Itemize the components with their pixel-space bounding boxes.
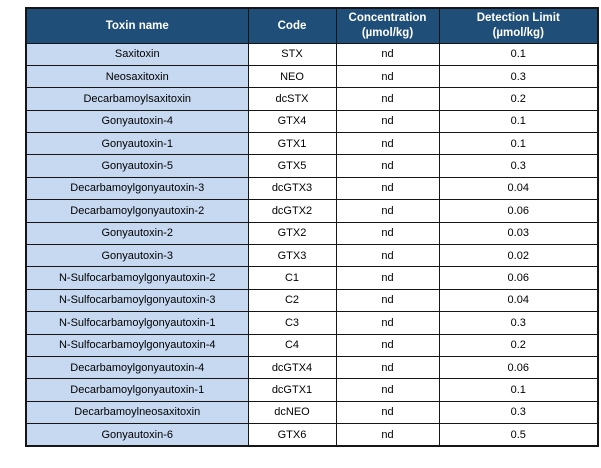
table-row: Gonyautoxin-2 GTX2 nd 0.03	[25, 221, 599, 246]
toxin-name-cell: Decarbamoylneosaxitoxin	[25, 400, 249, 425]
toxin-name-cell: Gonyautoxin-3	[25, 244, 249, 268]
concentration-cell: nd	[335, 244, 440, 268]
detection-limit-cell: 0.3	[438, 311, 599, 335]
detection-limit-cell: 0.03	[438, 221, 599, 246]
detection-limit-cell: 0.04	[438, 176, 599, 201]
toxin-name-cell: N-Sulfocarbamoylgonyautoxin-3	[25, 288, 249, 313]
code-cell: dcSTX	[247, 87, 337, 111]
table-row: Decarbamoylgonyautoxin-2 dcGTX2 nd 0.06	[25, 199, 599, 223]
detection-limit-cell: 0.1	[438, 132, 599, 156]
code-cell: C1	[247, 266, 337, 290]
toxin-name-cell: Gonyautoxin-5	[25, 154, 249, 178]
code-cell: dcNEO	[247, 400, 337, 425]
table-row: Saxitoxin STX nd 0.1	[25, 42, 599, 66]
code-cell: GTX3	[247, 244, 337, 268]
table-row: N-Sulfocarbamoylgonyautoxin-4 C4 nd 0.2	[25, 333, 599, 357]
code-cell: dcGTX3	[247, 176, 337, 201]
toxin-name-cell: Decarbamoylgonyautoxin-4	[25, 355, 249, 380]
concentration-cell: nd	[335, 64, 440, 89]
detection-limit-cell: 0.1	[438, 378, 599, 402]
concentration-cell: nd	[335, 199, 440, 223]
table-row: Decarbamoylsaxitoxin dcSTX nd 0.2	[25, 87, 599, 111]
detection-limit-cell: 0.3	[438, 154, 599, 178]
table-row: Gonyautoxin-5 GTX5 nd 0.3	[25, 154, 599, 178]
toxin-table: Toxin name Code Concentration (µmol/kg) …	[25, 7, 599, 448]
table-row: N-Sulfocarbamoylgonyautoxin-3 C2 nd 0.04	[25, 288, 599, 313]
detection-limit-cell: 0.2	[438, 333, 599, 357]
toxin-name-cell: Decarbamoylgonyautoxin-3	[25, 176, 249, 201]
code-cell: GTX6	[247, 423, 337, 447]
concentration-cell: nd	[335, 355, 440, 380]
concentration-cell: nd	[335, 311, 440, 335]
concentration-cell: nd	[335, 221, 440, 246]
toxin-name-cell: Decarbamoylgonyautoxin-1	[25, 378, 249, 402]
table-row: N-Sulfocarbamoylgonyautoxin-2 C1 nd 0.06	[25, 266, 599, 290]
detection-limit-cell: 0.06	[438, 266, 599, 290]
code-cell: C4	[247, 333, 337, 357]
code-cell: dcGTX4	[247, 355, 337, 380]
detection-limit-cell: 0.1	[438, 42, 599, 66]
table-row: Decarbamoylgonyautoxin-3 dcGTX3 nd 0.04	[25, 176, 599, 201]
toxin-name-cell: N-Sulfocarbamoylgonyautoxin-2	[25, 266, 249, 290]
concentration-cell: nd	[335, 378, 440, 402]
column-header-toxin-name: Toxin name	[25, 7, 249, 44]
toxin-table-header: Toxin name Code Concentration (µmol/kg) …	[25, 7, 599, 44]
detection-limit-cell: 0.5	[438, 423, 599, 447]
toxin-name-cell: N-Sulfocarbamoylgonyautoxin-1	[25, 311, 249, 335]
code-cell: GTX5	[247, 154, 337, 178]
toxin-name-cell: Gonyautoxin-4	[25, 109, 249, 134]
code-cell: GTX1	[247, 132, 337, 156]
table-row: Gonyautoxin-4 GTX4 nd 0.1	[25, 109, 599, 134]
detection-limit-cell: 0.2	[438, 87, 599, 111]
detection-limit-cell: 0.06	[438, 199, 599, 223]
header-row: Toxin name Code Concentration (µmol/kg) …	[25, 7, 599, 44]
concentration-cell: nd	[335, 423, 440, 447]
code-cell: dcGTX1	[247, 378, 337, 402]
concentration-cell: nd	[335, 132, 440, 156]
concentration-cell: nd	[335, 42, 440, 66]
detection-limit-cell: 0.3	[438, 64, 599, 89]
concentration-cell: nd	[335, 87, 440, 111]
table-row: Gonyautoxin-3 GTX3 nd 0.02	[25, 244, 599, 268]
detection-limit-cell: 0.04	[438, 288, 599, 313]
toxin-name-cell: Saxitoxin	[25, 42, 249, 66]
code-cell: C2	[247, 288, 337, 313]
toxin-name-cell: Gonyautoxin-6	[25, 423, 249, 447]
toxin-name-cell: Decarbamoylsaxitoxin	[25, 87, 249, 111]
concentration-cell: nd	[335, 176, 440, 201]
concentration-cell: nd	[335, 154, 440, 178]
toxin-name-cell: Gonyautoxin-1	[25, 132, 249, 156]
code-cell: GTX2	[247, 221, 337, 246]
table-row: Neosaxitoxin NEO nd 0.3	[25, 64, 599, 89]
code-cell: dcGTX2	[247, 199, 337, 223]
code-cell: C3	[247, 311, 337, 335]
table-row: Gonyautoxin-6 GTX6 nd 0.5	[25, 423, 599, 447]
code-cell: GTX4	[247, 109, 337, 134]
column-header-code: Code	[247, 7, 337, 44]
detection-limit-cell: 0.06	[438, 355, 599, 380]
detection-limit-cell: 0.1	[438, 109, 599, 134]
table-row: Gonyautoxin-1 GTX1 nd 0.1	[25, 132, 599, 156]
table-row: Decarbamoylneosaxitoxin dcNEO nd 0.3	[25, 400, 599, 425]
table-row: Decarbamoylgonyautoxin-4 dcGTX4 nd 0.06	[25, 355, 599, 380]
concentration-cell: nd	[335, 266, 440, 290]
toxin-table-body: Saxitoxin STX nd 0.1 Neosaxitoxin NEO nd…	[25, 42, 599, 447]
concentration-cell: nd	[335, 400, 440, 425]
concentration-cell: nd	[335, 109, 440, 134]
detection-limit-cell: 0.3	[438, 400, 599, 425]
concentration-cell: nd	[335, 288, 440, 313]
toxin-name-cell: Gonyautoxin-2	[25, 221, 249, 246]
table-row: N-Sulfocarbamoylgonyautoxin-1 C3 nd 0.3	[25, 311, 599, 335]
toxin-name-cell: N-Sulfocarbamoylgonyautoxin-4	[25, 333, 249, 357]
detection-limit-cell: 0.02	[438, 244, 599, 268]
code-cell: NEO	[247, 64, 337, 89]
toxin-name-cell: Decarbamoylgonyautoxin-2	[25, 199, 249, 223]
concentration-cell: nd	[335, 333, 440, 357]
code-cell: STX	[247, 42, 337, 66]
table-row: Decarbamoylgonyautoxin-1 dcGTX1 nd 0.1	[25, 378, 599, 402]
column-header-concentration: Concentration (µmol/kg)	[335, 7, 440, 44]
toxin-name-cell: Neosaxitoxin	[25, 64, 249, 89]
column-header-detection-limit: Detection Limit (µmol/kg)	[438, 7, 599, 44]
